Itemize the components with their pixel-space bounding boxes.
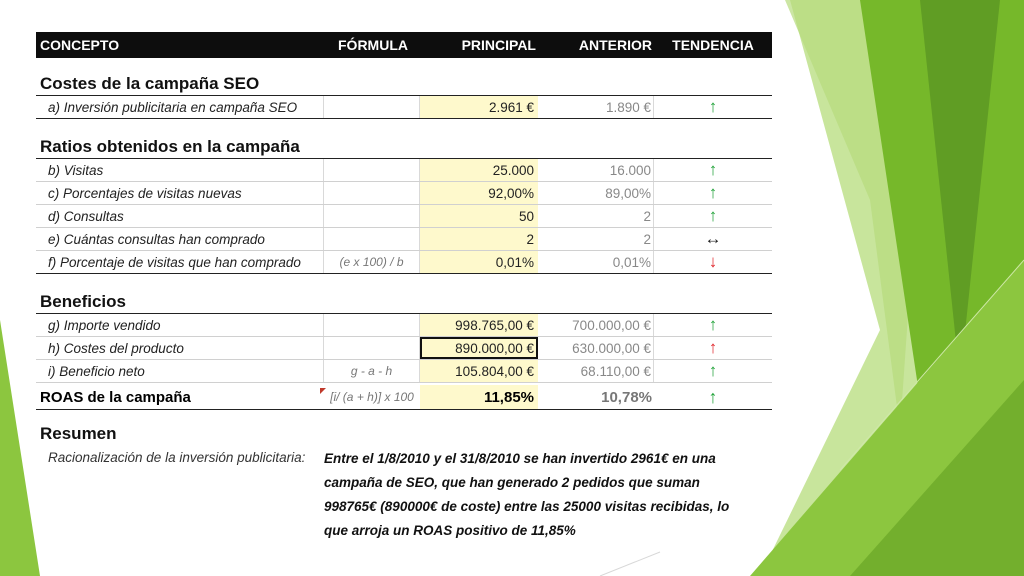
comment-indicator-icon: [320, 388, 326, 394]
cell-formula[interactable]: [324, 228, 420, 250]
summary-block: Racionalización de la inversión publicit…: [36, 450, 772, 543]
trend-up-icon: ↑: [708, 183, 718, 202]
cell-anterior[interactable]: 16.000: [538, 159, 654, 181]
header-principal: PRINCIPAL: [461, 37, 536, 53]
cell-anterior[interactable]: 68.110,00 €: [538, 360, 654, 382]
cell-principal[interactable]: 105.804,00 €: [420, 360, 538, 382]
table-row[interactable]: f) Porcentaje de visitas que han comprad…: [36, 251, 772, 274]
cell-formula[interactable]: (e x 100) / b: [324, 251, 420, 273]
cell-principal[interactable]: 2.961 €: [420, 96, 538, 118]
trend-up-icon: ↑: [708, 160, 718, 179]
cell-formula[interactable]: [324, 205, 420, 227]
cell-concepto[interactable]: g) Importe vendido: [36, 314, 324, 336]
roas-principal[interactable]: 11,85%: [420, 385, 538, 409]
cell-anterior[interactable]: 0,01%: [538, 251, 654, 273]
trend-up-icon: ↑: [708, 361, 718, 380]
header-tendencia: TENDENCIA: [672, 37, 754, 53]
cell-formula[interactable]: g - a - h: [324, 360, 420, 382]
cell-formula[interactable]: [324, 182, 420, 204]
trend-up-icon: ↑: [708, 206, 718, 225]
table-row[interactable]: h) Costes del producto 890.000,00 € 630.…: [36, 337, 772, 360]
cell-principal[interactable]: 998.765,00 €: [420, 314, 538, 336]
table-row[interactable]: g) Importe vendido 998.765,00 € 700.000,…: [36, 314, 772, 337]
cell-principal-selected[interactable]: 890.000,00 €: [420, 337, 538, 359]
roas-anterior[interactable]: 10,78%: [601, 388, 652, 406]
cell-principal[interactable]: 2: [420, 228, 538, 250]
section-title-costes: Costes de la campaña SEO: [36, 72, 772, 96]
trend-down-icon: ↓: [708, 252, 718, 271]
cell-concepto[interactable]: h) Costes del producto: [36, 337, 324, 359]
cell-anterior[interactable]: 2: [538, 228, 654, 250]
trend-up-icon: ↑: [708, 97, 718, 116]
section-title-beneficios: Beneficios: [36, 290, 772, 314]
table-row[interactable]: c) Porcentajes de visitas nuevas 92,00% …: [36, 182, 772, 205]
header-row: CONCEPTO FÓRMULA PRINCIPAL ANTERIOR TEND…: [36, 32, 772, 58]
cell-concepto[interactable]: d) Consultas: [36, 205, 324, 227]
header-concepto: CONCEPTO: [40, 37, 120, 53]
table-row[interactable]: i) Beneficio neto g - a - h 105.804,00 €…: [36, 360, 772, 383]
roas-row[interactable]: ROAS de la campaña [i/ (a + h)] x 100 11…: [36, 385, 772, 410]
cell-concepto[interactable]: e) Cuántas consultas han comprado: [36, 228, 324, 250]
trend-up-icon: ↑: [708, 386, 718, 407]
cell-concepto[interactable]: a) Inversión publicitaria en campaña SEO: [36, 96, 324, 118]
table-row[interactable]: d) Consultas 50 2 ↑: [36, 205, 772, 228]
trend-neutral-icon: ↔: [704, 229, 722, 248]
cell-anterior[interactable]: 2: [538, 205, 654, 227]
cell-concepto[interactable]: f) Porcentaje de visitas que han comprad…: [36, 251, 324, 273]
cell-concepto[interactable]: b) Visitas: [36, 159, 324, 181]
header-anterior: ANTERIOR: [578, 37, 652, 53]
cell-anterior[interactable]: 89,00%: [538, 182, 654, 204]
cell-formula[interactable]: [324, 159, 420, 181]
cell-principal[interactable]: 92,00%: [420, 182, 538, 204]
table-row[interactable]: b) Visitas 25.000 16.000 ↑: [36, 159, 772, 182]
header-formula: FÓRMULA: [338, 37, 408, 53]
cell-concepto[interactable]: c) Porcentajes de visitas nuevas: [36, 182, 324, 204]
summary-label: Racionalización de la inversión publicit…: [48, 450, 306, 465]
cell-formula[interactable]: [324, 314, 420, 336]
cell-principal[interactable]: 50: [420, 205, 538, 227]
cell-concepto[interactable]: i) Beneficio neto: [36, 360, 324, 382]
summary-title: Resumen: [40, 424, 117, 443]
spreadsheet: CONCEPTO FÓRMULA PRINCIPAL ANTERIOR TEND…: [36, 32, 772, 543]
roas-label[interactable]: ROAS de la campaña: [40, 388, 191, 406]
table-row[interactable]: a) Inversión publicitaria en campaña SEO…: [36, 96, 772, 119]
cell-principal[interactable]: 0,01%: [420, 251, 538, 273]
trend-up-red-icon: ↑: [708, 338, 718, 357]
trend-up-icon: ↑: [708, 315, 718, 334]
cell-anterior[interactable]: 1.890 €: [538, 96, 654, 118]
summary-text: Entre el 1/8/2010 y el 31/8/2010 se han …: [324, 451, 730, 538]
roas-formula: [i/ (a + h)] x 100: [330, 390, 414, 404]
roas-formula-cell[interactable]: [i/ (a + h)] x 100: [320, 388, 420, 404]
section-title-ratios: Ratios obtenidos en la campaña: [36, 135, 772, 159]
cell-formula[interactable]: [324, 337, 420, 359]
cell-anterior[interactable]: 630.000,00 €: [538, 337, 654, 359]
table-row[interactable]: e) Cuántas consultas han comprado 2 2 ↔: [36, 228, 772, 251]
cell-anterior[interactable]: 700.000,00 €: [538, 314, 654, 336]
cell-formula[interactable]: [324, 96, 420, 118]
cell-principal[interactable]: 25.000: [420, 159, 538, 181]
